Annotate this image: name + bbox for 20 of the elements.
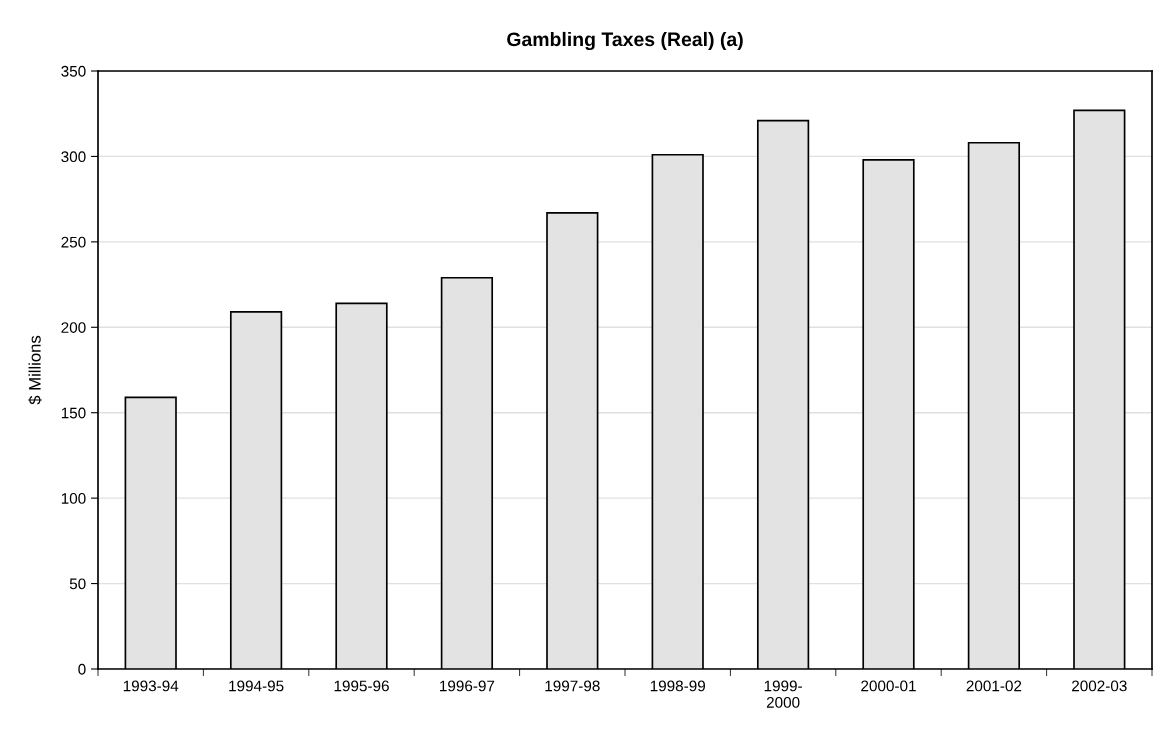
y-tick-label: 50: [69, 578, 86, 590]
y-tick-label: 0: [78, 663, 86, 675]
y-tick-label: 250: [61, 236, 86, 248]
x-tick-label: 2001-02: [966, 680, 1022, 692]
x-tick-label: 1994-95: [229, 680, 284, 692]
x-tick-label: 1997-98: [545, 680, 600, 692]
x-tick-label: 2000-01: [861, 680, 916, 692]
y-axis-title: $ Millions: [28, 335, 42, 405]
y-tick-label: 200: [61, 322, 86, 333]
x-tick-label: 1998-99: [650, 680, 706, 692]
y-tick-label: 300: [61, 151, 86, 163]
y-tick-label: 150: [61, 407, 86, 419]
x-tick-label: 1995-96: [334, 680, 389, 692]
x-tick-label: 1993-94: [123, 680, 179, 692]
y-tick-label: 100: [61, 493, 86, 504]
chart-title: Gambling Taxes (Real) (a): [507, 31, 743, 51]
x-tick-label: 1996-97: [440, 680, 495, 692]
x-tick-label: 2002-03: [1072, 680, 1127, 692]
x-tick-label: 1999-2000: [764, 680, 802, 708]
y-tick-label: 350: [61, 65, 86, 77]
